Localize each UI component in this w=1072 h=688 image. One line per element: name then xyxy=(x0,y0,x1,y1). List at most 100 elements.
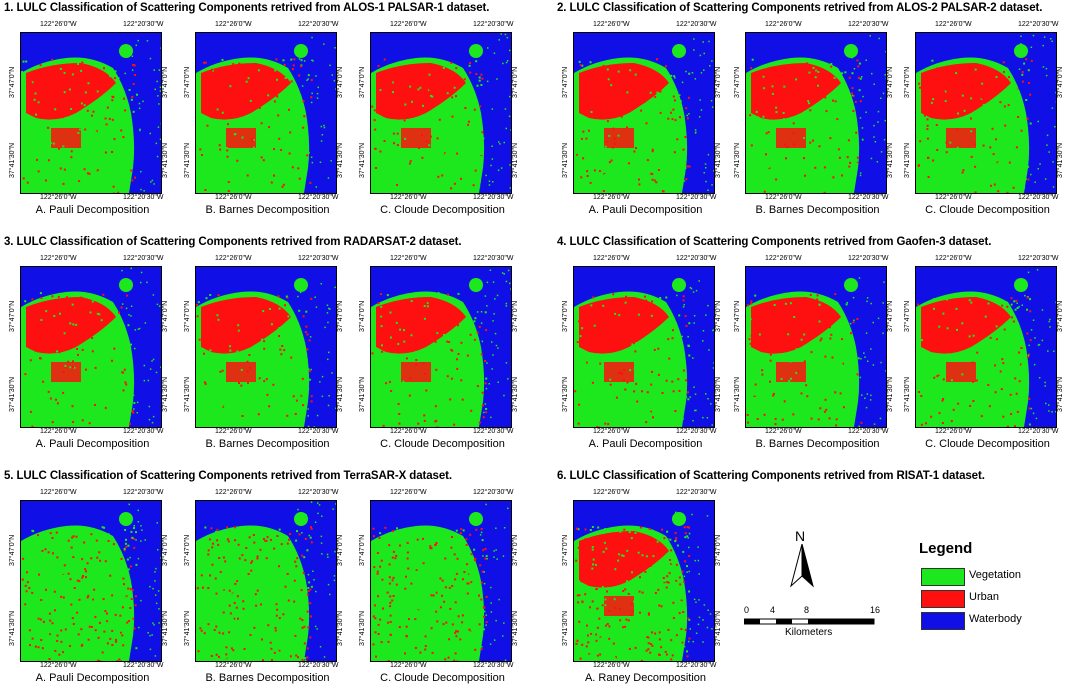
lon-tick-right-bottom: 122°20'30"W xyxy=(298,428,339,435)
map-panel-4-b: 122°26'0"W 122°20'30"W 37°47'0"N 37°41'30"N… xyxy=(730,254,905,454)
lon-tick-right: 122°20'30"W xyxy=(123,255,164,262)
lon-tick-left-bottom: 122°26'0"W xyxy=(40,428,77,435)
lon-tick-right-bottom: 122°20'30"W xyxy=(676,194,717,201)
lulc-map-image xyxy=(20,500,162,662)
lulc-map-image xyxy=(195,500,337,662)
legend-swatch-waterbody xyxy=(921,612,965,630)
lulc-map-image xyxy=(195,266,337,428)
map-panel-2-b: 122°26'0"W 122°20'30"W 37°47'0"N 37°41'30"N… xyxy=(730,20,905,220)
lulc-map-image xyxy=(20,32,162,194)
lon-tick-left-bottom: 122°26'0"W xyxy=(40,194,77,201)
scale-tick-0: 0 xyxy=(744,605,750,615)
lat-tick-bottom: 37°41'30"N xyxy=(562,142,569,178)
lon-tick-right: 122°20'30"W xyxy=(473,489,514,496)
lon-tick-right-bottom: 122°20'30"W xyxy=(123,428,164,435)
lat-tick-bottom: 37°41'30"N xyxy=(359,610,366,646)
scale-bar: 0 4 8 16 Kilometers xyxy=(740,605,890,639)
lon-tick-left: 122°26'0"W xyxy=(40,21,77,28)
lon-tick-left-bottom: 122°26'0"W xyxy=(765,194,802,201)
lat-tick-bottom-right: 37°41'30"N xyxy=(162,142,169,178)
lat-tick-bottom: 37°41'30"N xyxy=(734,376,741,412)
lulc-map-image xyxy=(915,266,1057,428)
lat-tick-bottom-right: 37°41'30"N xyxy=(715,142,722,178)
lat-tick-top: 37°47'0"N xyxy=(359,300,366,332)
map-panel-3-c: 122°26'0"W 122°20'30"W 37°47'0"N 37°41'30"N… xyxy=(355,254,530,454)
lon-tick-left: 122°26'0"W xyxy=(593,255,630,262)
lat-tick-bottom-right: 37°41'30"N xyxy=(887,142,894,178)
lon-tick-right-bottom: 122°20'30"W xyxy=(848,428,889,435)
lon-tick-right: 122°20'30"W xyxy=(676,489,717,496)
lon-tick-right: 122°20'30"W xyxy=(298,255,339,262)
map-panel-3-a: 122°26'0"W 122°20'30"W 37°47'0"N 37°41'30"N… xyxy=(5,254,180,454)
lat-tick-bottom: 37°41'30"N xyxy=(184,376,191,412)
lon-tick-left-bottom: 122°26'0"W xyxy=(215,194,252,201)
lat-tick-top: 37°47'0"N xyxy=(359,66,366,98)
lat-tick-top-right: 37°47'0"N xyxy=(887,300,894,332)
map-panel-4-a: 122°26'0"W 122°20'30"W 37°47'0"N 37°41'30"N… xyxy=(558,254,733,454)
lat-tick-top-right: 37°47'0"N xyxy=(337,66,344,98)
map-panel-1-c: 122°26'0"W 122°20'30"W 37°47'0"N 37°41'30"N… xyxy=(355,20,530,220)
lulc-map-image xyxy=(370,266,512,428)
lon-tick-left: 122°26'0"W xyxy=(765,255,802,262)
map-panel-6-a: 122°26'0"W 122°20'30"W 37°47'0"N 37°41'30"N… xyxy=(558,488,733,688)
panel-caption: C. Cloude Decomposition xyxy=(925,438,1050,450)
map-panel-2-a: 122°26'0"W 122°20'30"W 37°47'0"N 37°41'30"N… xyxy=(558,20,733,220)
panel-caption: A. Pauli Decomposition xyxy=(35,438,150,450)
lon-tick-left-bottom: 122°26'0"W xyxy=(593,428,630,435)
lon-tick-right-bottom: 122°20'30"W xyxy=(473,194,514,201)
panel-caption: C. Cloude Decomposition xyxy=(380,204,505,216)
lon-tick-left: 122°26'0"W xyxy=(593,21,630,28)
lat-tick-bottom: 37°41'30"N xyxy=(562,376,569,412)
lat-tick-top: 37°47'0"N xyxy=(734,66,741,98)
lat-tick-top-right: 37°47'0"N xyxy=(162,534,169,566)
lon-tick-right-bottom: 122°20'30"W xyxy=(1018,194,1059,201)
lulc-map-image xyxy=(745,32,887,194)
lat-tick-top-right: 37°47'0"N xyxy=(512,300,519,332)
legend: Legend Vegetation Urban Waterbody xyxy=(915,540,1055,640)
lat-tick-top-right: 37°47'0"N xyxy=(337,534,344,566)
map-panel-1-a: 122°26'0"W 122°20'30"W 37°47'0"N 37°41'30"N… xyxy=(5,20,180,220)
north-arrow-icon: N xyxy=(785,528,819,588)
lat-tick-bottom-right: 37°41'30"N xyxy=(715,376,722,412)
panel-caption: B. Barnes Decomposition xyxy=(205,438,330,450)
lon-tick-right: 122°20'30"W xyxy=(123,489,164,496)
lat-tick-top-right: 37°47'0"N xyxy=(162,300,169,332)
scale-tick-4: 4 xyxy=(770,605,776,615)
lat-tick-top-right: 37°47'0"N xyxy=(1057,300,1064,332)
lulc-map-image xyxy=(370,32,512,194)
lon-tick-right-bottom: 122°20'30"W xyxy=(1018,428,1059,435)
lat-tick-top-right: 37°47'0"N xyxy=(715,300,722,332)
lat-tick-top: 37°47'0"N xyxy=(904,300,911,332)
lat-tick-bottom: 37°41'30"N xyxy=(359,142,366,178)
panel-caption: B. Barnes Decomposition xyxy=(755,438,880,450)
lulc-map-image xyxy=(20,266,162,428)
lon-tick-right-bottom: 122°20'30"W xyxy=(473,662,514,669)
section-2-title: 2. LULC Classification of Scattering Com… xyxy=(557,2,1043,14)
panel-caption: B. Barnes Decomposition xyxy=(755,204,880,216)
lon-tick-left: 122°26'0"W xyxy=(935,21,972,28)
lat-tick-top: 37°47'0"N xyxy=(562,66,569,98)
lulc-map-image xyxy=(573,266,715,428)
lon-tick-right: 122°20'30"W xyxy=(473,255,514,262)
lon-tick-right: 122°20'30"W xyxy=(298,21,339,28)
legend-swatch-urban xyxy=(921,590,965,608)
lat-tick-bottom: 37°41'30"N xyxy=(9,142,16,178)
lat-tick-top: 37°47'0"N xyxy=(904,66,911,98)
panel-caption: C. Cloude Decomposition xyxy=(925,204,1050,216)
lulc-map-image xyxy=(915,32,1057,194)
lon-tick-right-bottom: 122°20'30"W xyxy=(123,194,164,201)
lat-tick-top: 37°47'0"N xyxy=(9,300,16,332)
lon-tick-left-bottom: 122°26'0"W xyxy=(390,662,427,669)
lat-tick-bottom: 37°41'30"N xyxy=(184,142,191,178)
lat-tick-bottom-right: 37°41'30"N xyxy=(162,610,169,646)
panel-caption: A. Pauli Decomposition xyxy=(35,204,150,216)
lon-tick-left: 122°26'0"W xyxy=(765,21,802,28)
lon-tick-left: 122°26'0"W xyxy=(40,255,77,262)
lat-tick-top: 37°47'0"N xyxy=(184,66,191,98)
legend-title: Legend xyxy=(919,540,973,557)
lon-tick-left: 122°26'0"W xyxy=(215,489,252,496)
lat-tick-top-right: 37°47'0"N xyxy=(337,300,344,332)
lon-tick-left-bottom: 122°26'0"W xyxy=(593,662,630,669)
legend-swatch-vegetation xyxy=(921,568,965,586)
legend-label-waterbody: Waterbody xyxy=(969,613,1022,625)
